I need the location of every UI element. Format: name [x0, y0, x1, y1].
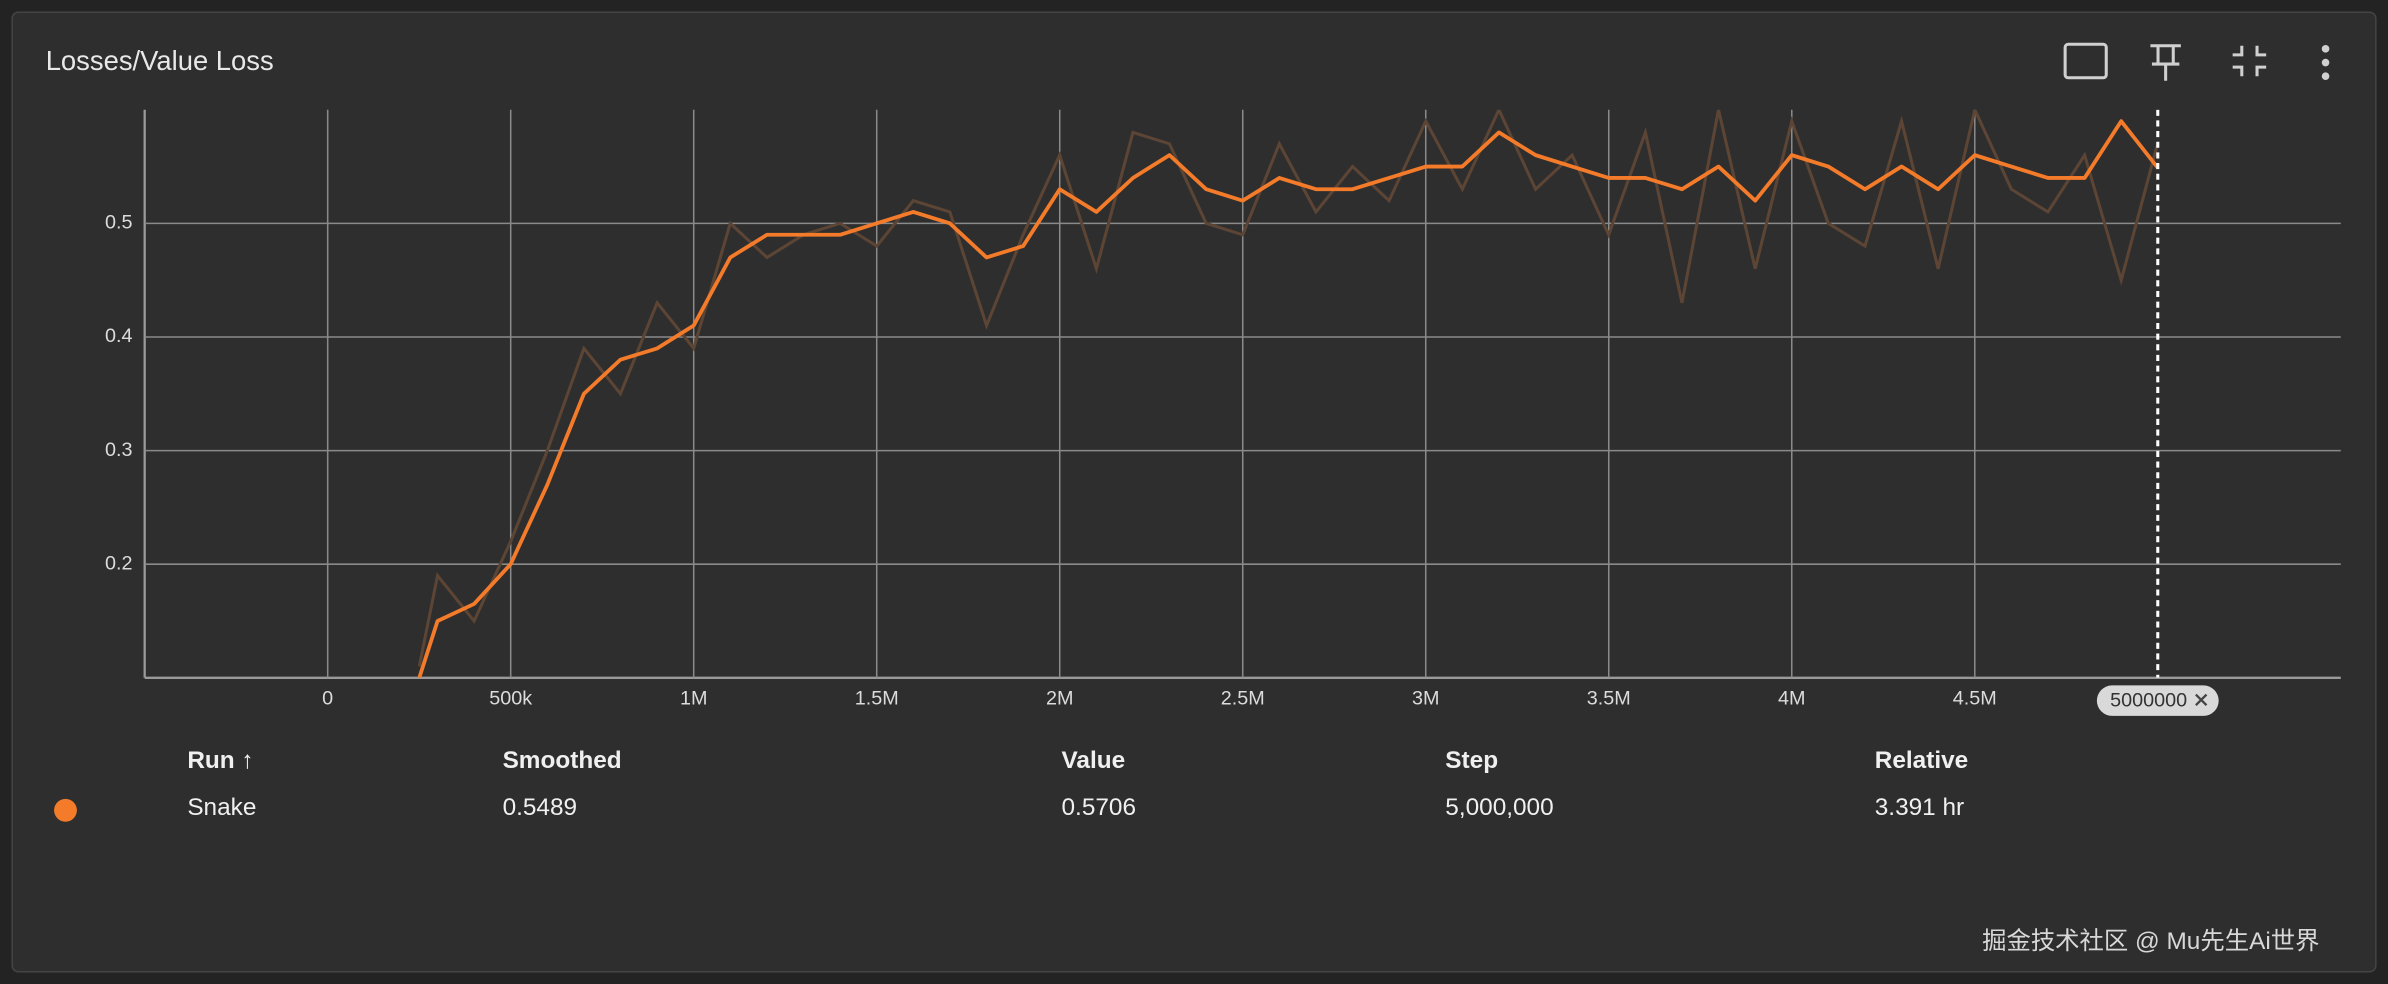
table-header: Smoothed — [503, 747, 622, 774]
x-tick-label: 1M — [680, 687, 707, 709]
menu-dot — [2321, 58, 2330, 67]
hover-badge — [2096, 685, 2219, 716]
x-tick-label: 3.5M — [1587, 687, 1631, 709]
menu-button[interactable] — [2321, 45, 2330, 81]
table-cell: 0.5489 — [503, 794, 578, 821]
table-cell: 0.5706 — [1062, 794, 1137, 821]
table-header: Value — [1062, 747, 1126, 774]
fit-domain-button[interactable] — [2063, 42, 2108, 80]
raw-line — [417, 109, 2160, 667]
menu-dot — [2321, 45, 2330, 53]
watermark: 掘金技术社区 @ Mu先生Ai世界 — [1982, 928, 2319, 955]
smoothed-line — [417, 119, 2160, 678]
x-tick-label: 2.5M — [1221, 687, 1265, 709]
table-cell: Snake — [187, 794, 256, 821]
y-tick-label: 0.5 — [105, 212, 133, 234]
table-header: Step — [1445, 747, 1498, 774]
menu-dot — [2321, 72, 2330, 81]
collapse-button[interactable] — [2232, 45, 2267, 77]
x-tick-label: 3M — [1412, 687, 1439, 709]
x-tick-label: 4.5M — [1953, 687, 1997, 709]
labels: 0.2 0.3 0.4 0.5 0 500k 1M 1.5M 2M 2.5M 3M 3.5M 4M 4.5… — [105, 212, 2219, 716]
x-tick-label: 500k — [489, 687, 532, 709]
table-cell: 3.391 hr — [1875, 794, 1964, 821]
y-tick-label: 0.3 — [105, 439, 133, 461]
x-tick-label: 0 — [322, 687, 333, 709]
chart-title: Losses/Value Loss — [46, 45, 274, 76]
pin-button[interactable] — [2150, 44, 2181, 81]
table-cell: 5,000,000 — [1445, 794, 1553, 821]
x-tick-label: 1.5M — [855, 687, 899, 709]
hover-step-label: 5000000 — [2110, 690, 2187, 712]
plot-lines — [417, 109, 2160, 678]
x-tick-label: 4M — [1778, 687, 1805, 709]
toolbar — [2063, 42, 2267, 81]
y-tick-label: 0.2 — [105, 552, 133, 574]
run-color-dot — [54, 798, 77, 822]
y-tick-label: 0.4 — [105, 325, 133, 347]
table-header: Relative — [1875, 747, 1968, 774]
panel — [11, 11, 2377, 973]
x-tick-label: 2M — [1046, 687, 1073, 709]
grid — [143, 109, 2341, 679]
hover-clear — [2195, 693, 2208, 707]
table-header: Run ↑ — [187, 747, 253, 774]
